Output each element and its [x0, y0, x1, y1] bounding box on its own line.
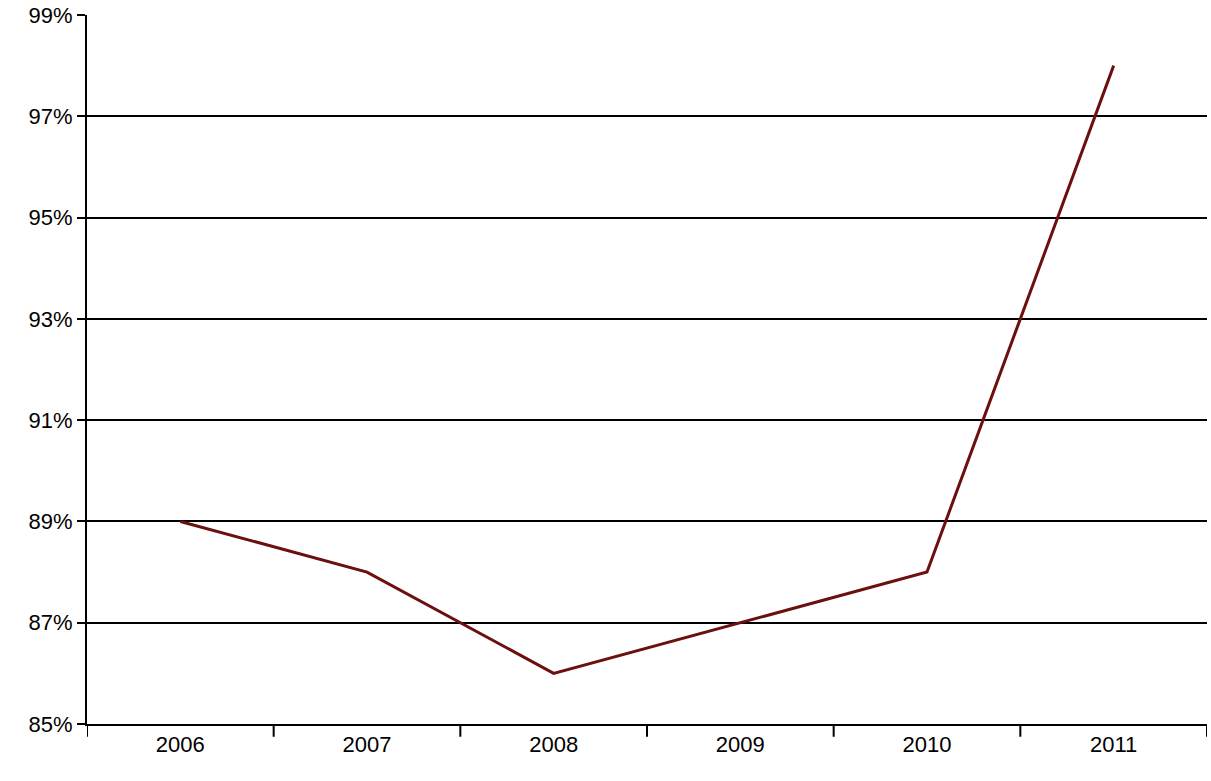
svg-text:87%: 87%: [29, 610, 73, 635]
svg-text:85%: 85%: [29, 712, 73, 737]
svg-text:2010: 2010: [903, 732, 952, 757]
svg-text:91%: 91%: [29, 408, 73, 433]
svg-text:2007: 2007: [343, 732, 392, 757]
svg-text:2006: 2006: [156, 732, 205, 757]
svg-text:89%: 89%: [29, 509, 73, 534]
svg-text:2011: 2011: [1090, 732, 1137, 757]
svg-text:2009: 2009: [716, 732, 765, 757]
svg-text:99%: 99%: [29, 3, 73, 28]
svg-text:97%: 97%: [29, 104, 73, 129]
svg-text:93%: 93%: [29, 307, 73, 332]
svg-text:2008: 2008: [529, 732, 578, 757]
svg-text:95%: 95%: [29, 205, 73, 230]
